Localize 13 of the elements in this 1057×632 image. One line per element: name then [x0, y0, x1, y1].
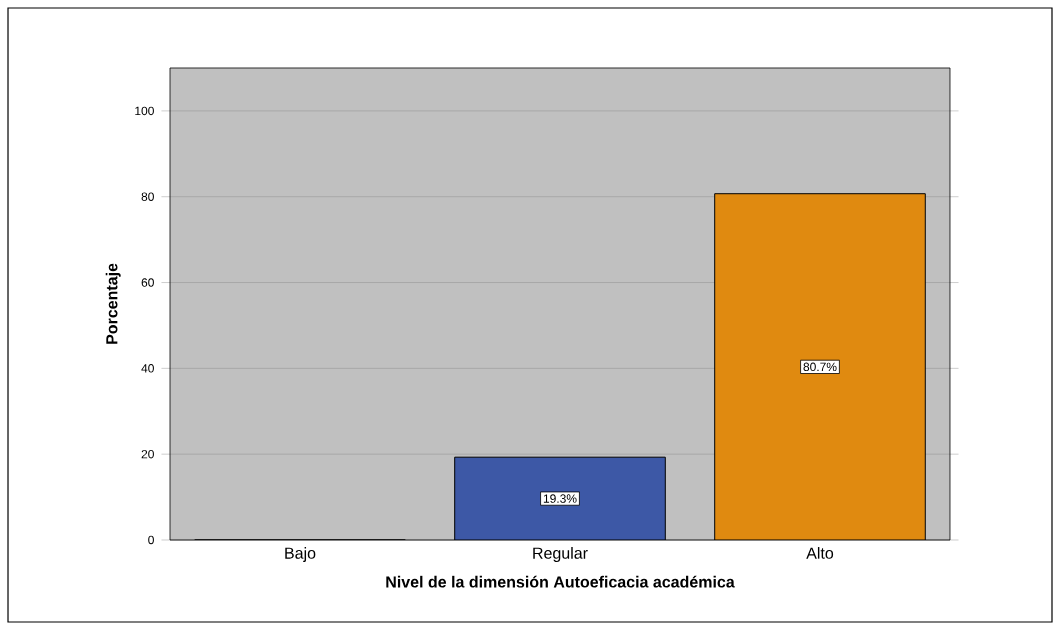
x-tick-label: Bajo — [285, 547, 316, 562]
y-tick-label: 100 — [135, 106, 154, 116]
y-tick-label: 80 — [141, 192, 154, 201]
x-tick-label: Alto — [806, 547, 834, 559]
y-tick-label: 60 — [141, 278, 154, 287]
y-tick-label: 20 — [141, 449, 154, 459]
y-tick-label: 40 — [141, 364, 154, 373]
x-tick-label: Regular — [533, 547, 588, 562]
y-axis-title: Porcentaje — [105, 263, 121, 344]
y-tick-label: 0 — [148, 535, 154, 545]
data-label: 80.7% — [803, 362, 837, 372]
x-axis-title: Nivel de la dimensión Autoeficacia académica — [386, 575, 735, 588]
data-label: 19.3% — [543, 494, 577, 503]
